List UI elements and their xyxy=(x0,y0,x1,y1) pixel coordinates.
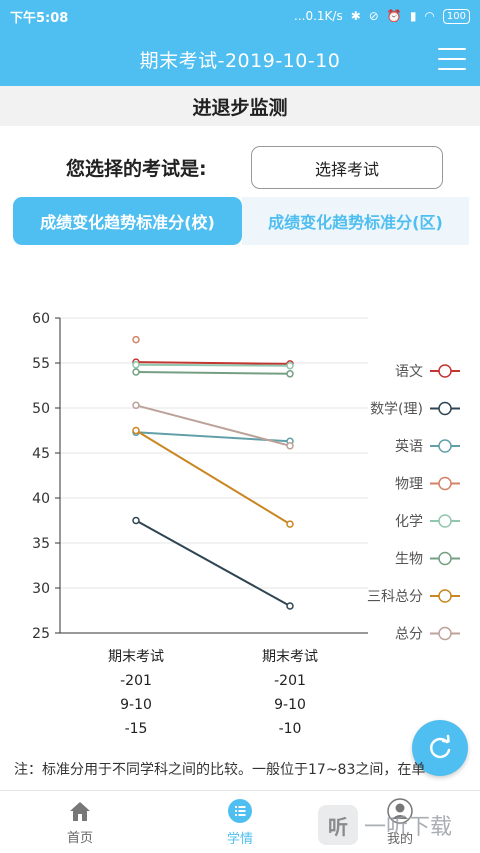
tab-school-standard-score[interactable]: 成绩变化趋势标准分(校) xyxy=(13,197,242,245)
watermark: 听 一听下载 xyxy=(318,800,480,850)
legend-label: 语文 xyxy=(395,364,423,380)
bottom-nav: 首页 学情 我的 xyxy=(0,790,480,853)
x-tick-label: -10 xyxy=(279,721,302,737)
refresh-button[interactable] xyxy=(412,720,468,776)
score-trend-tabs: 成绩变化趋势标准分(校) 成绩变化趋势标准分(区) xyxy=(13,197,469,245)
legend-label: 总分 xyxy=(395,627,423,643)
x-tick-label: 9-10 xyxy=(120,697,152,713)
x-tick-label: -201 xyxy=(274,673,306,689)
data-point xyxy=(132,361,140,369)
x-tick-label: -201 xyxy=(120,673,152,689)
data-point xyxy=(132,516,140,525)
y-tick-label: 45 xyxy=(32,446,50,462)
menu-icon[interactable] xyxy=(438,48,466,70)
signal-icon: ▮ xyxy=(409,9,417,23)
nav-item-mine[interactable]: 我的 xyxy=(320,791,480,853)
legend-marker xyxy=(438,589,452,603)
data-point xyxy=(132,335,140,344)
legend-marker xyxy=(438,439,452,453)
y-tick-label: 30 xyxy=(32,581,50,597)
mute-icon: ⊘ xyxy=(368,9,379,23)
exam-select-row: 您选择的考试是: 选择考试 xyxy=(0,146,480,190)
y-tick-label: 50 xyxy=(32,401,50,417)
page-title: 期末考试-2019-10-10 xyxy=(139,49,341,72)
tab-district-standard-score[interactable]: 成绩变化趋势标准分(区) xyxy=(242,197,469,245)
legend-marker xyxy=(438,364,452,378)
legend-label: 生物 xyxy=(395,552,423,568)
bluetooth-icon: ✱ xyxy=(350,9,361,23)
data-point xyxy=(132,426,140,435)
legend-label: 英语 xyxy=(395,438,423,455)
refresh-icon xyxy=(429,734,451,759)
nav-item-study[interactable]: 学情 xyxy=(160,791,320,853)
y-tick-label: 25 xyxy=(32,626,50,642)
standard-score-note: 注：标准分用于不同学科之间的比较。一般位于17~83之间，在单 xyxy=(14,762,426,778)
series-line xyxy=(135,371,291,375)
series-line xyxy=(135,519,291,607)
section-title: 进退步监测 xyxy=(0,86,480,126)
nav-label-mine: 我的 xyxy=(386,831,413,847)
x-tick-label: 期末考试 xyxy=(262,649,318,665)
legend-label: 化学 xyxy=(395,514,423,530)
series-line xyxy=(135,404,291,447)
data-point xyxy=(286,361,294,370)
data-point xyxy=(286,520,294,528)
legend-marker xyxy=(438,401,452,416)
exam-select-label: 您选择的考试是: xyxy=(66,158,207,180)
battery-icon: 100 xyxy=(442,8,470,24)
y-tick-label: 35 xyxy=(32,536,50,552)
score-trend-chart-svg: 25 30 35 40 45 50 55 60 期末考试 -201 9-10 -15 期末考试 -201 9… xyxy=(32,311,460,737)
status-bar: 下午5:08 ...0.1K/s ✱ ⊘ ⏰ ▮ ◠ 100 xyxy=(0,0,480,32)
nav-item-home[interactable]: 首页 xyxy=(0,791,160,853)
nav-label-home: 首页 xyxy=(66,830,93,846)
list-icon xyxy=(228,798,252,823)
legend-marker xyxy=(438,476,452,491)
wifi-icon: ◠ xyxy=(424,9,435,23)
user-icon xyxy=(387,797,413,824)
series-line xyxy=(135,361,291,365)
x-tick-label: -15 xyxy=(125,721,148,737)
legend-label: 物理 xyxy=(395,477,423,493)
score-trend-chart: 25 30 35 40 45 50 55 60 期末考试 -201 9-10 -15 期末考试 -201 9… xyxy=(0,295,480,745)
network-speed: ...0.1K/s xyxy=(294,9,343,23)
legend-marker xyxy=(438,551,452,566)
app-header: 期末考试-2019-10-10 xyxy=(0,32,480,86)
watermark-logo-icon: 听 xyxy=(318,805,358,845)
y-tick-label: 60 xyxy=(32,311,50,327)
data-point xyxy=(286,442,294,450)
nav-label-study: 学情 xyxy=(226,831,253,847)
x-tick-label: 9-10 xyxy=(274,697,306,713)
home-icon xyxy=(70,801,90,821)
series-line xyxy=(135,363,291,367)
legend-label: 三科总分 xyxy=(367,589,423,605)
data-point xyxy=(132,368,140,376)
select-exam-button[interactable]: 选择考试 xyxy=(251,146,443,189)
status-icons: ...0.1K/s ✱ ⊘ ⏰ ▮ ◠ 100 xyxy=(294,8,470,24)
legend-marker xyxy=(438,626,452,641)
y-tick-label: 55 xyxy=(32,356,50,372)
series-line xyxy=(135,429,291,525)
x-tick-label: 期末考试 xyxy=(108,649,164,665)
watermark-text: 一听下载 xyxy=(364,815,453,840)
y-tick-label: 40 xyxy=(32,491,50,507)
data-point xyxy=(286,370,294,378)
data-point xyxy=(286,602,294,610)
data-point xyxy=(132,401,140,410)
legend-label: 数学(理) xyxy=(370,402,423,418)
legend-marker xyxy=(438,514,452,528)
status-time: 下午5:08 xyxy=(10,10,69,26)
alarm-icon: ⏰ xyxy=(386,9,402,23)
